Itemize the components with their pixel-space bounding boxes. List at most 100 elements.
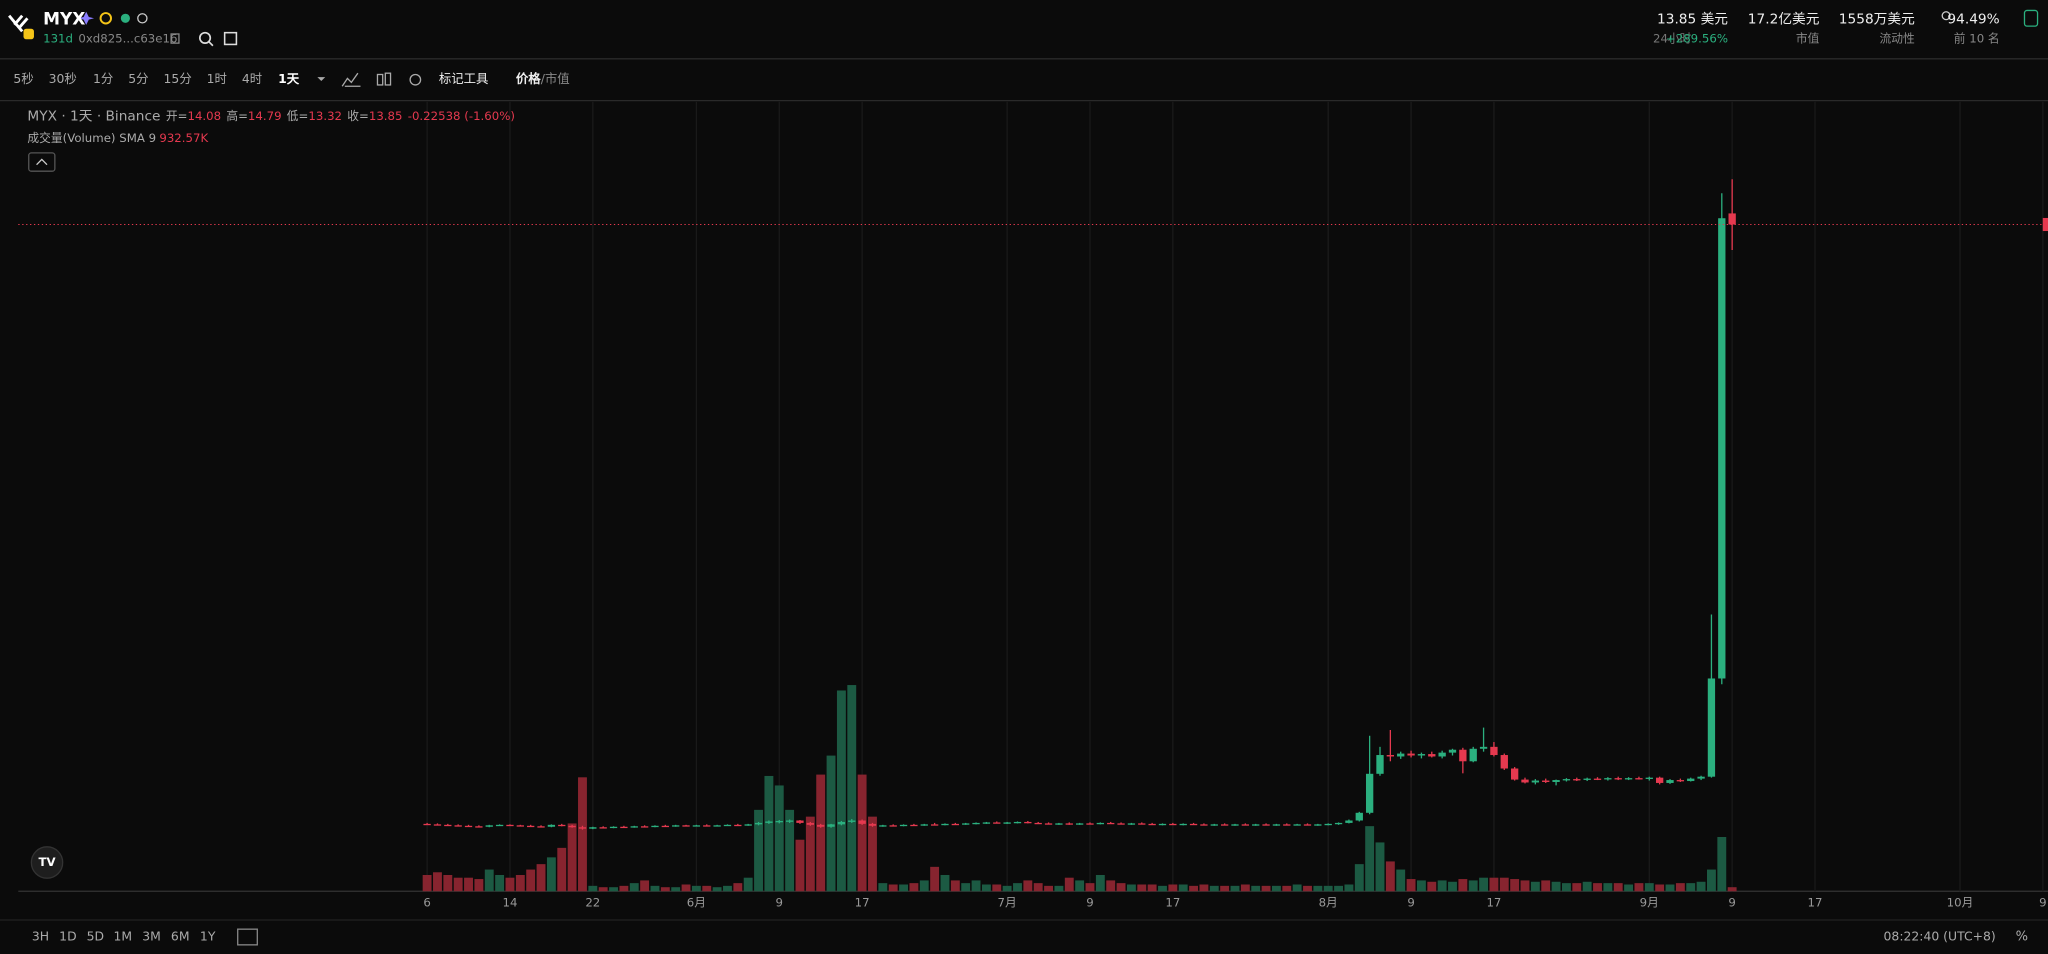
candle-body bbox=[785, 820, 794, 822]
top10-label: 前 10 名 bbox=[1954, 32, 2000, 46]
volume-bar bbox=[433, 872, 442, 892]
chart-type-icon[interactable] bbox=[341, 72, 361, 87]
candle-body bbox=[858, 820, 866, 824]
search-button[interactable] bbox=[198, 31, 212, 44]
interval-button[interactable]: 1时 bbox=[207, 71, 227, 86]
candle-body bbox=[1552, 780, 1560, 782]
candle-body bbox=[1220, 824, 1229, 826]
volume-bar bbox=[1406, 879, 1416, 892]
collapse-arrow bbox=[36, 158, 48, 166]
candle-body bbox=[1231, 824, 1239, 826]
candle-body bbox=[609, 826, 618, 829]
range-button[interactable]: 1M bbox=[113, 929, 132, 944]
x-tick-label: 9 bbox=[2039, 896, 2046, 910]
interval-button[interactable]: 15分 bbox=[164, 71, 192, 86]
range-button[interactable]: 6M bbox=[171, 929, 190, 944]
candle-body bbox=[1303, 824, 1312, 826]
candle-body bbox=[1200, 824, 1208, 826]
volume-bar bbox=[1354, 864, 1364, 892]
tv-logo-mark: TV bbox=[38, 855, 56, 869]
security-icon[interactable] bbox=[2023, 9, 2039, 27]
copy-button[interactable] bbox=[170, 33, 180, 44]
share-button[interactable] bbox=[223, 31, 238, 46]
volume-bar bbox=[1251, 885, 1261, 892]
volume-bar bbox=[961, 883, 971, 892]
candle-body bbox=[640, 826, 649, 828]
logo-badge bbox=[23, 28, 34, 40]
volume-bar bbox=[1696, 881, 1706, 892]
market-cap-label: 市值 bbox=[1796, 32, 1820, 46]
volume-bar bbox=[1365, 826, 1375, 892]
candle-body bbox=[1272, 824, 1281, 826]
volume-bar bbox=[1126, 884, 1136, 892]
volume-bar bbox=[1199, 884, 1209, 892]
top10: 94.49% bbox=[1947, 12, 1999, 28]
legend-change: -0.22538 (-1.60%) bbox=[408, 109, 515, 123]
candle-body bbox=[868, 823, 877, 826]
candle-body bbox=[899, 824, 908, 827]
candle-body bbox=[454, 825, 462, 827]
volume-bar bbox=[526, 869, 536, 892]
candle-body bbox=[1573, 779, 1581, 781]
percent-toggle[interactable]: % bbox=[2016, 930, 2028, 945]
candle-body bbox=[1158, 823, 1167, 826]
dropdown-arrow[interactable] bbox=[317, 77, 326, 82]
candle-body bbox=[1355, 812, 1363, 821]
volume-bar bbox=[930, 866, 940, 892]
interval-button[interactable]: 1天 bbox=[278, 71, 300, 86]
interval-button[interactable]: 1分 bbox=[93, 71, 113, 86]
collapse-button[interactable] bbox=[28, 152, 56, 172]
candle-body bbox=[1013, 821, 1022, 824]
interval-button[interactable]: 30秒 bbox=[49, 71, 77, 86]
volume-bar bbox=[515, 874, 525, 892]
price-toggle[interactable]: 价格 bbox=[516, 71, 541, 86]
volume-bar bbox=[1499, 877, 1509, 892]
volume-bar bbox=[1489, 877, 1499, 892]
calendar-button[interactable] bbox=[237, 928, 258, 946]
candle-body bbox=[1676, 780, 1685, 782]
interval-button[interactable]: 4时 bbox=[242, 71, 262, 86]
range-button[interactable]: 1Y bbox=[200, 929, 216, 944]
volume-bar bbox=[1644, 883, 1654, 892]
candle-body bbox=[951, 823, 959, 826]
x-tick-label: 8月 bbox=[1319, 896, 1338, 910]
volume-bar bbox=[546, 857, 556, 892]
volume-bar bbox=[764, 775, 774, 892]
market-value-toggle[interactable]: /市值 bbox=[541, 71, 570, 86]
candle-body bbox=[495, 824, 504, 827]
range-button[interactable]: 5D bbox=[87, 929, 104, 944]
volume-bar bbox=[1510, 879, 1520, 892]
logo[interactable] bbox=[8, 14, 29, 33]
volume-bar bbox=[660, 887, 670, 892]
candle-body bbox=[848, 820, 856, 822]
range-button[interactable]: 1D bbox=[59, 929, 76, 944]
tv-logo[interactable] bbox=[30, 846, 64, 879]
volume-bar bbox=[1541, 880, 1551, 892]
volume-bar bbox=[816, 774, 826, 892]
draw-tools[interactable]: 标记工具 bbox=[439, 71, 489, 86]
volume-bar bbox=[1178, 884, 1188, 892]
candle-body bbox=[1065, 823, 1073, 825]
candle-body bbox=[796, 820, 804, 823]
volume-bar bbox=[609, 887, 618, 892]
candle-body bbox=[837, 821, 846, 825]
volume-bar bbox=[857, 774, 867, 892]
volume-bar bbox=[1561, 883, 1571, 892]
x-tick-label: 7月 bbox=[998, 896, 1017, 910]
candles-icon[interactable] bbox=[376, 73, 384, 86]
range-button[interactable]: 3M bbox=[142, 929, 161, 944]
volume-bar bbox=[1468, 880, 1478, 892]
badge-icon bbox=[99, 12, 112, 25]
candle-body bbox=[630, 826, 638, 828]
indicator-icon[interactable] bbox=[409, 73, 422, 86]
candle-body bbox=[1086, 823, 1094, 825]
volume-bar bbox=[1613, 883, 1623, 892]
interval-button[interactable]: 5秒 bbox=[13, 71, 33, 86]
interval-button[interactable]: 5分 bbox=[128, 71, 148, 86]
candle-body bbox=[1127, 823, 1136, 825]
candle-body bbox=[1189, 823, 1198, 826]
range-button[interactable]: 3H bbox=[32, 929, 49, 944]
volume-bar bbox=[1023, 880, 1033, 892]
volume-bar bbox=[1655, 884, 1665, 892]
